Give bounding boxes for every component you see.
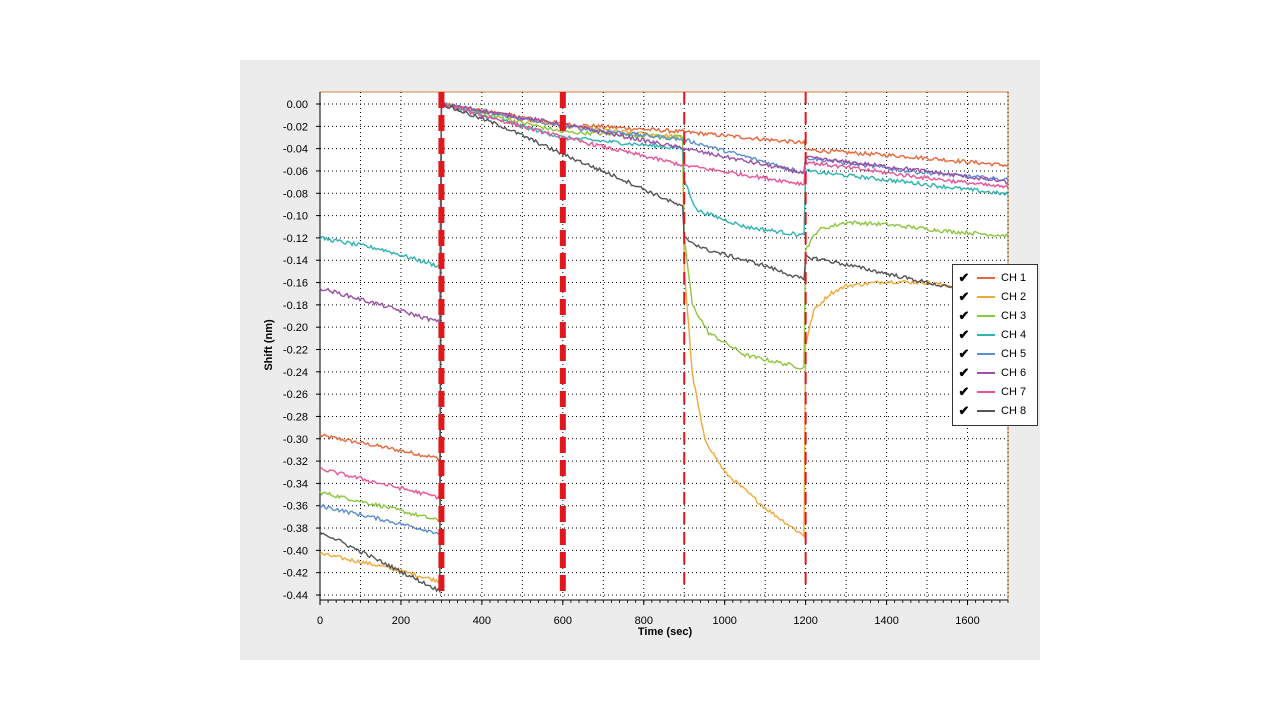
y-tick-label: -0.34 [283, 478, 308, 490]
y-tick-label: -0.26 [283, 389, 308, 401]
legend-item-ch3[interactable]: ✔ CH 3 [953, 306, 1037, 325]
y-tick-label: -0.06 [283, 166, 308, 178]
checkmark-icon[interactable]: ✔ [958, 345, 970, 361]
y-tick-label: -0.08 [283, 188, 308, 200]
y-tick-label: -0.04 [283, 144, 308, 156]
legend-label: CH 8 [1001, 404, 1027, 417]
legend-swatch [977, 333, 995, 336]
x-tick-label: 200 [392, 615, 410, 627]
y-tick-label: -0.16 [283, 278, 308, 290]
legend-label: CH 2 [1001, 290, 1027, 303]
legend-swatch [977, 314, 995, 317]
legend-item-ch5[interactable]: ✔ CH 5 [953, 344, 1037, 363]
y-tick-label: -0.14 [283, 255, 308, 267]
y-tick-label: -0.28 [283, 411, 308, 423]
legend-label: CH 4 [1001, 328, 1027, 341]
y-tick-label: -0.02 [283, 121, 308, 133]
legend-item-ch2[interactable]: ✔ CH 2 [953, 287, 1037, 306]
x-tick-label: 800 [635, 615, 653, 627]
legend-label: CH 1 [1001, 271, 1027, 284]
x-tick-label: 1000 [712, 615, 736, 627]
y-tick-label: -0.32 [283, 456, 308, 468]
x-tick-label: 1600 [955, 615, 979, 627]
legend-label: CH 7 [1001, 385, 1027, 398]
x-tick-label: 0 [317, 615, 323, 627]
y-tick-label: -0.12 [283, 233, 308, 245]
y-tick-label: 0.00 [287, 99, 308, 111]
x-tick-label: 600 [554, 615, 572, 627]
legend-swatch [977, 295, 995, 298]
y-tick-label: -0.44 [283, 590, 308, 602]
legend-item-ch8[interactable]: ✔ CH 8 [953, 401, 1037, 420]
y-tick-label: -0.10 [283, 211, 308, 223]
checkmark-icon[interactable]: ✔ [958, 288, 970, 304]
x-tick-label: 1200 [793, 615, 817, 627]
series-line-ch4 [319, 101, 1009, 268]
legend-item-ch1[interactable]: ✔ CH 1 [953, 268, 1037, 287]
series-line-ch8 [319, 102, 1009, 595]
y-tick-label: -0.20 [283, 322, 308, 334]
legend-label: CH 3 [1001, 309, 1027, 322]
y-tick-label: -0.42 [283, 568, 308, 580]
y-tick-label: -0.22 [283, 345, 308, 357]
legend-swatch [977, 276, 995, 279]
legend-item-ch7[interactable]: ✔ CH 7 [953, 382, 1037, 401]
legend-label: CH 6 [1001, 366, 1027, 379]
y-tick-label: -0.30 [283, 434, 308, 446]
legend-swatch [977, 371, 995, 374]
y-tick-label: -0.38 [283, 523, 308, 535]
x-tick-label: 400 [473, 615, 491, 627]
checkmark-icon[interactable]: ✔ [958, 269, 970, 285]
legend-label: CH 5 [1001, 347, 1027, 360]
series-line-ch6 [319, 101, 1009, 324]
series-line-ch7 [319, 103, 1009, 500]
y-tick-label: -0.36 [283, 501, 308, 513]
series-line-ch5 [319, 101, 1009, 535]
legend-swatch [977, 409, 995, 412]
checkmark-icon[interactable]: ✔ [958, 326, 970, 342]
x-tick-label: 1400 [874, 615, 898, 627]
y-axis-label: Shift (nm) [263, 319, 275, 371]
legend-item-ch4[interactable]: ✔ CH 4 [953, 325, 1037, 344]
y-tick-label: -0.24 [283, 367, 308, 379]
chart-legend: ✔ CH 1 ✔ CH 2 ✔ CH 3 ✔ CH 4 ✔ CH 5 ✔ CH … [952, 264, 1038, 426]
legend-item-ch6[interactable]: ✔ CH 6 [953, 363, 1037, 382]
checkmark-icon[interactable]: ✔ [958, 402, 970, 418]
plot-area [319, 91, 1009, 601]
checkmark-icon[interactable]: ✔ [958, 383, 970, 399]
x-axis-label: Time (sec) [638, 626, 693, 638]
y-tick-label: -0.40 [283, 545, 308, 557]
checkmark-icon[interactable]: ✔ [958, 364, 970, 380]
series-line-ch1 [319, 102, 1009, 462]
y-tick-label: -0.18 [283, 300, 308, 312]
checkmark-icon[interactable]: ✔ [958, 307, 970, 323]
legend-swatch [977, 352, 995, 355]
legend-swatch [977, 390, 995, 393]
